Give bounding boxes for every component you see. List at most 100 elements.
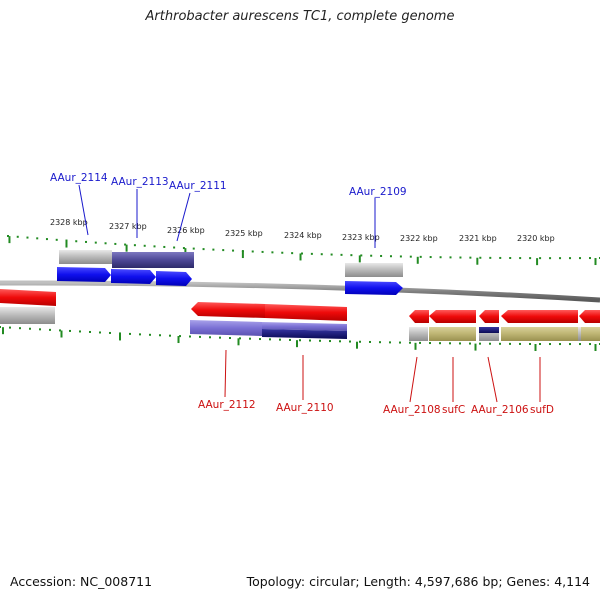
- feature-box-lavender[interactable]: [262, 322, 347, 331]
- gene-label-sufd[interactable]: sufD: [530, 404, 554, 416]
- feature-box-gray[interactable]: [345, 263, 403, 277]
- scale-dot: [94, 241, 97, 244]
- scale-dot: [179, 335, 181, 338]
- scale-tick-label: 2321 kbp: [459, 234, 497, 243]
- feature-box-olive[interactable]: [429, 327, 476, 341]
- scale-dot: [55, 238, 58, 241]
- scale-tick-label: 2323 kbp: [342, 233, 380, 242]
- feature-box-gray[interactable]: [409, 327, 428, 341]
- scale-dot: [389, 341, 391, 344]
- gene-arrow-aaur-2112[interactable]: [191, 302, 265, 318]
- scale-dot: [59, 329, 61, 332]
- gene-label-aaur-2109[interactable]: AAur_2109: [349, 186, 407, 198]
- scale-dot: [36, 237, 39, 240]
- scale-dot: [489, 342, 491, 345]
- scale-dot: [369, 340, 371, 343]
- scale-dot: [320, 253, 323, 256]
- scale-dot: [19, 327, 21, 330]
- scale-dot: [281, 251, 284, 254]
- scale-dot: [212, 248, 215, 251]
- gene-label-aaur-2112[interactable]: AAur_2112: [198, 399, 256, 411]
- scale-dot: [439, 256, 442, 259]
- gene-arrow-right-edge[interactable]: [579, 310, 600, 323]
- gene-label-aaur-2106[interactable]: AAur_2106: [471, 404, 529, 416]
- scale-dot: [109, 331, 111, 334]
- feature-box-gray[interactable]: [0, 307, 55, 324]
- scale-dot: [232, 249, 235, 252]
- scale-dot: [299, 339, 301, 342]
- forward-feature-boxes: [59, 250, 403, 277]
- gene-arrow-aaur-2114[interactable]: [57, 267, 111, 282]
- scale-dot: [99, 331, 101, 334]
- scale-dot: [89, 330, 91, 333]
- gene-label-aaur-2111[interactable]: AAur_2111: [169, 180, 227, 192]
- feature-box-gray[interactable]: [578, 327, 581, 341]
- scale-dot: [169, 334, 171, 337]
- scale-dot: [309, 339, 311, 342]
- scale-labels: 2328 kbp 2327 kbp 2326 kbp 2325 kbp 2324…: [50, 218, 555, 243]
- scale-dot: [559, 257, 562, 260]
- gene-label-aaur-2108[interactable]: AAur_2108: [383, 404, 441, 416]
- scale-dot: [409, 255, 412, 258]
- gene-arrow-aaur-2110[interactable]: [265, 304, 347, 321]
- scale-track-bottom: [0, 326, 600, 352]
- gene-arrow-aaur-2106[interactable]: [479, 310, 499, 323]
- scale-dot: [349, 340, 351, 343]
- scale-dot: [222, 249, 225, 252]
- gene-label-aaur-2113[interactable]: AAur_2113: [111, 176, 169, 188]
- scale-dot: [519, 257, 522, 260]
- scale-track-top: [7, 235, 600, 266]
- scale-dot: [114, 242, 117, 245]
- scale-dot: [159, 334, 161, 337]
- leader-line: [487, 356, 498, 403]
- feature-box-purple[interactable]: [112, 252, 194, 268]
- scale-dot: [153, 245, 156, 248]
- scale-dot: [249, 337, 251, 340]
- scale-dot: [85, 240, 88, 243]
- scale-dot: [291, 252, 294, 255]
- gene-labels-top: AAur_2114 AAur_2113 AAur_2111 AAur_2109: [50, 172, 407, 198]
- leader-line: [176, 192, 191, 242]
- feature-box-gray[interactable]: [59, 250, 112, 264]
- gene-arrow-aaur-2108[interactable]: [409, 310, 429, 323]
- scale-dot: [279, 338, 281, 341]
- scale-dot: [301, 252, 303, 255]
- gene-arrow-sufd[interactable]: [501, 310, 578, 323]
- gene-label-sufc[interactable]: sufC: [442, 404, 465, 416]
- scale-dot: [360, 254, 363, 257]
- gene-arrow-aaur-2113[interactable]: [111, 269, 156, 284]
- scale-dot: [261, 250, 264, 253]
- scale-dot: [589, 343, 591, 346]
- gene-arrow-sufc[interactable]: [429, 310, 476, 323]
- feature-box-olive[interactable]: [581, 327, 600, 341]
- gene-arrow-left-edge[interactable]: [0, 289, 56, 306]
- gene-arrow-aaur-2111[interactable]: [156, 271, 192, 286]
- feature-box-lavender[interactable]: [190, 320, 262, 336]
- gene-arrow-aaur-2109[interactable]: [345, 281, 403, 295]
- scale-dot: [489, 256, 492, 259]
- leader-lines-top: [78, 184, 376, 248]
- leader-line: [224, 349, 227, 398]
- scale-dot: [16, 235, 19, 238]
- scale-dot: [75, 240, 78, 243]
- feature-box-olive[interactable]: [501, 327, 578, 341]
- scale-dot: [350, 254, 353, 257]
- scale-tick-label: 2328 kbp: [50, 218, 88, 227]
- feature-box-navy[interactable]: [262, 329, 347, 339]
- gene-label-aaur-2114[interactable]: AAur_2114: [50, 172, 108, 184]
- scale-dot: [26, 236, 29, 239]
- scale-dot: [499, 342, 501, 345]
- scale-dot: [379, 341, 381, 344]
- feature-box-navy[interactable]: [479, 327, 499, 333]
- scale-dot: [409, 341, 411, 344]
- scale-dot: [479, 256, 482, 259]
- scale-dot: [69, 329, 71, 332]
- scale-dot: [509, 257, 512, 260]
- gene-label-aaur-2110[interactable]: AAur_2110: [276, 402, 334, 414]
- scale-dot: [509, 342, 511, 345]
- scale-dot: [310, 252, 313, 255]
- scale-tick-label: 2325 kbp: [225, 229, 263, 238]
- scale-dot: [439, 342, 441, 345]
- scale-dot: [549, 257, 552, 260]
